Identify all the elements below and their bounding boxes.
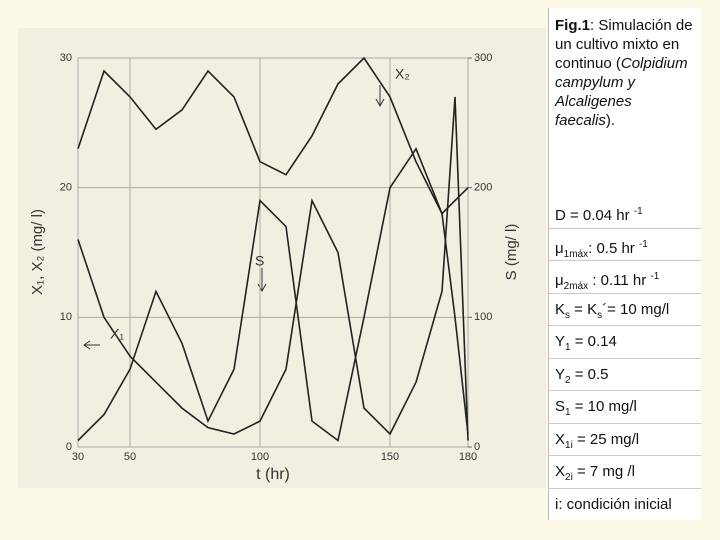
parameter-text: 1 (565, 407, 571, 418)
parameter-text: s (565, 309, 571, 321)
parameter: Ks = Ks´= 10 mg/l (549, 292, 701, 326)
parameter-text: D = 0.04 hr (555, 207, 634, 224)
y2-axis-label: S (mg/ l) (503, 224, 520, 281)
y2-tick-label: 300 (474, 52, 492, 64)
parameter-text: K (555, 300, 566, 318)
y-tick-label: 0 (66, 441, 72, 453)
x-tick-label: 100 (251, 451, 269, 463)
parameter-text: s (597, 309, 603, 321)
arrow (375, 85, 385, 108)
series-label: S (255, 253, 264, 269)
parameter-text: = 0.14 (570, 333, 617, 350)
series-line (77, 96, 469, 441)
parameter: S1 = 10 mg/l (549, 390, 701, 423)
y-tick-label: 20 (60, 182, 72, 194)
parameter-text: : 0.5 hr (588, 239, 639, 257)
parameter-text: 1i (565, 439, 573, 451)
y2-tick-label: 0 (474, 441, 480, 453)
caption-label: Fig.1 (555, 17, 591, 34)
series-label: X₂ (395, 66, 410, 82)
series-label: X₁ (110, 326, 124, 342)
parameter-text: = 0.5 (570, 365, 609, 383)
y2-tick-label: 100 (474, 311, 492, 323)
parameter-text: 1 (565, 342, 571, 353)
parameter-text: -1 (650, 271, 660, 282)
caption: Fig.1: Simulación de un cultivo mixto en… (549, 8, 701, 196)
x-axis-label: t (hr) (256, 466, 290, 483)
parameter: Y2 = 0.5 (549, 357, 701, 391)
parameter-text: : 0.11 hr (588, 272, 651, 289)
parameter-text: = 10 mg/l (570, 398, 637, 415)
parameter: D = 0.04 hr -1 (549, 196, 701, 228)
parameter-text: Y (555, 365, 566, 383)
parameter-text: μ (555, 272, 564, 289)
parameter-text: 1máx (563, 248, 589, 260)
parameter: i: condición inicial (549, 487, 701, 521)
parameter-text: = K (570, 300, 598, 318)
caption-species: Colpidium campylum y Alcaligenes faecali… (555, 55, 688, 129)
x-tick-label: 30 (72, 451, 84, 463)
arrow (257, 268, 267, 293)
parameter-text: = 25 mg/l (572, 430, 640, 448)
y2-tick-label: 200 (474, 182, 492, 194)
y-axis-label: X₁, X₂ (mg/ l) (29, 209, 46, 295)
parameter-text: -1 (633, 206, 643, 217)
parameter-text: i: condición inicial (555, 495, 672, 513)
text-panel: Fig.1: Simulación de un cultivo mixto en… (548, 8, 701, 520)
parameter-text: Y (555, 333, 566, 350)
parameter-text: -1 (638, 238, 648, 250)
parameter: μ2máx : 0.11 hr -1 (549, 260, 701, 293)
parameter: X1i = 25 mg/l (549, 422, 701, 456)
parameter-text: = 7 mg /l (572, 463, 635, 480)
series-line (77, 56, 469, 215)
parameter-text: X (555, 463, 566, 480)
arrow (83, 340, 100, 350)
parameter-text: S (555, 398, 566, 415)
x-tick-label: 150 (381, 451, 399, 463)
arrows (83, 85, 385, 350)
chart: t (hr) X₁, X₂ (mg/ l) S (mg/ l) 30 50 100 1… (28, 51, 520, 484)
parameter: μ1máx: 0.5 hr -1 (549, 227, 701, 261)
y-tick-label: 30 (60, 52, 72, 64)
caption-end: ). (605, 112, 616, 129)
parameter-text: X (555, 430, 566, 448)
parameters: D = 0.04 hr -1 μ1máx: 0.5 hr -1 μ2máx : 0.… (549, 196, 701, 520)
parameter-text: 2 (565, 374, 571, 386)
x-tick-label: 180 (459, 451, 477, 463)
series-line (77, 147, 469, 442)
parameter: X2i = 7 mg /l (549, 455, 701, 488)
parameter-text: ´= 10 mg/l (602, 300, 670, 318)
parameter-text: 2i (565, 472, 573, 483)
parameter-text: μ (555, 239, 564, 257)
y-tick-label: 10 (60, 311, 72, 323)
x-tick-label: 50 (124, 451, 136, 463)
parameter: Y1 = 0.14 (549, 325, 701, 358)
caption-text: : Simulación de un cultivo mixto en cont… (555, 17, 693, 72)
parameter-text: 2máx (563, 281, 589, 292)
